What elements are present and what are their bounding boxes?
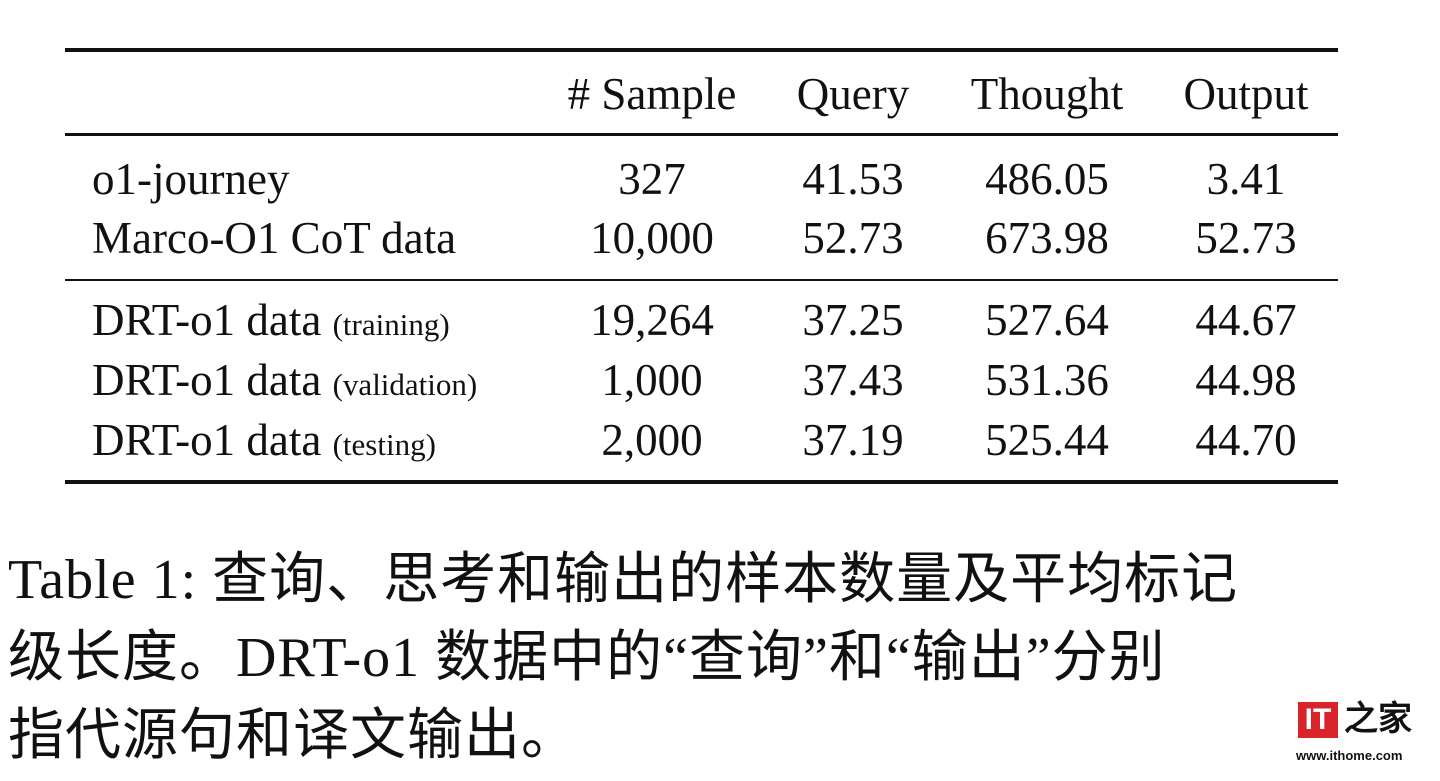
table-cell: 531.36 (985, 355, 1109, 405)
watermark-logo: IT (1298, 702, 1338, 738)
table-cell: 52.73 (1195, 213, 1297, 263)
table-cell: 3.41 (1206, 154, 1286, 204)
column-header: Output (1183, 69, 1309, 119)
table-cell: 1,000 (601, 355, 703, 405)
table-cell: 2,000 (601, 415, 703, 465)
table-cell: 486.05 (985, 154, 1109, 204)
row-label: Marco-O1 CoT data (92, 213, 457, 263)
row-name: Marco-O1 CoT data (92, 216, 456, 261)
caption-line: 级长度。DRT-o1 数据中的“查询”和“输出”分别 (8, 627, 1166, 689)
table-cell: 44.98 (1195, 355, 1297, 405)
table-cell: 10,000 (590, 213, 714, 263)
row-name: DRT-o1 data (validation) (92, 358, 477, 403)
table-cell: 673.98 (985, 213, 1109, 263)
column-header: Thought (970, 69, 1124, 119)
table-cell: 37.25 (802, 295, 904, 345)
row-label: DRT-o1 data (92, 415, 322, 465)
mid-rule (65, 279, 1338, 281)
row-name: DRT-o1 data (training) (92, 298, 450, 343)
watermark-url: www.ithome.com (1296, 748, 1403, 763)
row-label: DRT-o1 data (92, 355, 322, 405)
watermark-brand: 之家 (1344, 701, 1412, 738)
table-cell: 44.70 (1195, 415, 1297, 465)
row-note: (validation) (332, 367, 478, 402)
table-cell: 37.43 (802, 355, 904, 405)
row-label: o1-journey (92, 154, 290, 204)
table-cell: 52.73 (802, 213, 904, 263)
caption-line: Table 1: 查询、思考和输出的样本数量及平均标记 (8, 549, 1239, 611)
table-cell: 525.44 (985, 415, 1109, 465)
row-label: DRT-o1 data (92, 295, 322, 345)
header-rule (65, 133, 1338, 136)
table-cell: 41.53 (802, 154, 904, 204)
table-cell: 44.67 (1195, 295, 1297, 345)
table-cell: 327 (618, 154, 686, 204)
row-note: (testing) (332, 427, 436, 462)
table-cell: 19,264 (590, 295, 714, 345)
caption-line: 指代源句和译文输出。 (8, 705, 578, 767)
row-note: (training) (332, 307, 450, 342)
column-header: # Sample (567, 69, 737, 119)
column-header: Query (796, 69, 910, 119)
bottom-rule (65, 480, 1338, 484)
table-cell: 37.19 (802, 415, 904, 465)
top-rule (65, 48, 1338, 52)
row-name: o1-journey (92, 157, 289, 202)
table-cell: 527.64 (985, 295, 1109, 345)
row-name: DRT-o1 data (testing) (92, 418, 436, 463)
